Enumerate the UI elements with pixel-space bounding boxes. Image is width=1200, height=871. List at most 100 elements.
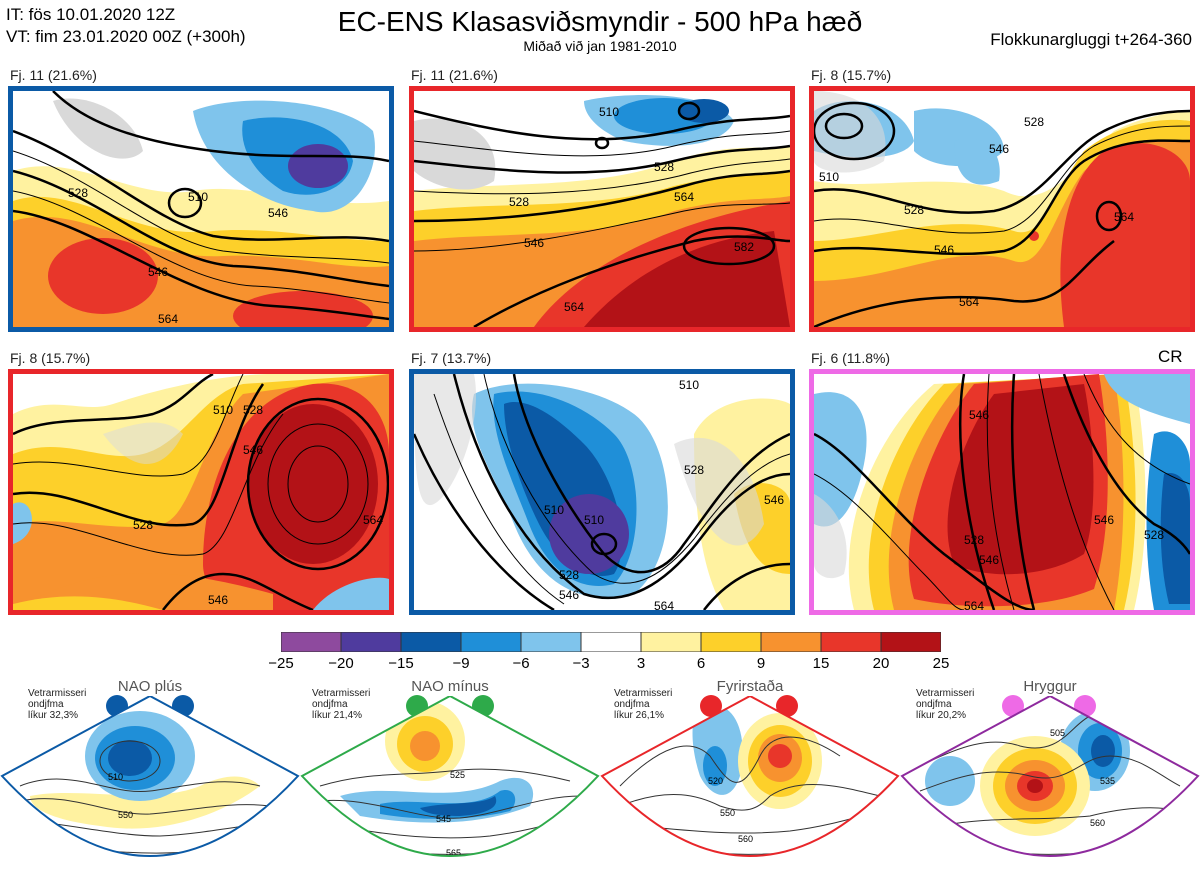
colorbar-tick-label: −20 (328, 655, 354, 672)
contour-label: 546 (989, 142, 1009, 156)
init-time: IT: fös 10.01.2020 12Z (6, 5, 176, 24)
contour-label: 546 (979, 553, 999, 567)
contour-label: 564 (959, 295, 979, 309)
regime-frame (300, 696, 600, 857)
contour-label: 546 (208, 593, 228, 607)
regime-title: Fyrirstaða (716, 678, 784, 695)
contour-label: 550 (118, 810, 133, 820)
regime-note: Vetrarmisseri ondjfma líkur 21,4% (312, 688, 371, 721)
colorbar-tick-label: 6 (696, 655, 706, 672)
regime-note: Vetrarmisseri ondjfma líkur 26,1% (614, 688, 673, 721)
panel-6-label: Fj. 6 (11.8%) (811, 350, 891, 366)
page-title: EC-ENS Klasasviðsmyndir - 500 hPa hæð (337, 6, 863, 37)
cluster-map-5: 510 510 510 528 528 546 546 564 (409, 369, 795, 615)
contour-label: 528 (654, 160, 674, 174)
regime-dot (1002, 695, 1024, 717)
classification-window: Flokkunargluggi t+264-360 (990, 30, 1192, 49)
colorbar-swatch (400, 631, 462, 653)
colorbar-tick-label: −6 (512, 655, 530, 672)
regime-dot (776, 695, 798, 717)
contour-label: 528 (1024, 115, 1044, 129)
colorbar-ticks: −25 −20 −15 −9 −6 −3 3 6 9 15 20 25 (268, 655, 949, 675)
colorbar-swatch (580, 631, 642, 653)
colorbar-tick-label: 3 (636, 655, 646, 672)
contour-label: 505 (1050, 728, 1065, 738)
regime-title: NAO plús (117, 678, 183, 695)
colorbar-swatch (700, 631, 762, 653)
regime-map: 525 545 565 (300, 696, 600, 858)
regime-title: NAO mínus (411, 678, 489, 695)
cluster-map-2: 510 528 528 546 564 564 582 (409, 86, 795, 332)
colorbar-swatch (460, 631, 522, 653)
valid-time: VT: fim 23.01.2020 00Z (+300h) (6, 27, 246, 46)
colorbar-swatch (820, 631, 882, 653)
colorbar-swatch (520, 631, 582, 653)
contour-label: 510 (188, 190, 208, 204)
page-subtitle: Miðað við jan 1981-2010 (523, 38, 677, 54)
regime-map: 520 550 560 (600, 696, 900, 857)
colorbar-tick-label: −15 (388, 655, 414, 672)
regime-note: Vetrarmisseri ondjfma líkur 32,3% (28, 688, 87, 721)
contour-label: 510 (584, 513, 604, 527)
contour-label: 535 (1100, 776, 1115, 786)
contour-label: 525 (450, 770, 465, 780)
panel-4-label: Fj. 8 (15.7%) (10, 350, 91, 366)
contour-label: 564 (158, 312, 178, 326)
regime-frame (0, 696, 300, 857)
contour-label: 510 (213, 403, 233, 417)
regime-title: Hryggur (1023, 678, 1077, 695)
contour-label: 528 (243, 403, 263, 417)
contour-label: 546 (969, 408, 989, 422)
contour-label: 546 (559, 588, 579, 602)
contour-label: 528 (1144, 528, 1164, 542)
colorbar-tick-label: 9 (756, 655, 766, 672)
contour-label: 510 (599, 105, 619, 119)
colorbar-swatch (640, 631, 702, 653)
regime-note: Vetrarmisseri ondjfma líkur 20,2% (916, 688, 975, 721)
regime-strip: NAO plús Vetrarmisseri ondjfma líkur 32,… (0, 676, 1200, 871)
regime-blocking: Fyrirstaða Vetrarmisseri ondjfma líkur 2… (600, 676, 900, 871)
contour-label: 564 (564, 300, 584, 314)
contour-label: 565 (446, 848, 461, 858)
contour-label: 564 (964, 599, 984, 610)
panel-5-label: Fj. 7 (13.7%) (411, 350, 492, 366)
cr-label: CR (1158, 347, 1183, 366)
contour-label: 550 (720, 808, 735, 818)
contour-label: 564 (363, 513, 383, 527)
colorbar-tick-label: −25 (268, 655, 294, 672)
colorbar-tick-label: −3 (572, 655, 590, 672)
header-run-info: IT: fös 10.01.2020 12Z VT: fim 23.01.202… (6, 4, 246, 48)
colorbar (280, 631, 942, 653)
colorbar-tick-label: −9 (452, 655, 470, 672)
regime-nao-plus: NAO plús Vetrarmisseri ondjfma líkur 32,… (0, 676, 300, 871)
contour-label: 560 (738, 834, 753, 844)
contour-label: 510 (819, 170, 839, 184)
colorbar-swatch (760, 631, 822, 653)
regime-ridge: Hryggur Vetrarmisseri ondjfma líkur 20,2… (900, 676, 1200, 871)
colorbar-swatches (280, 631, 942, 653)
regime-dot (700, 695, 722, 717)
regime-frame (900, 696, 1200, 857)
contour-label: 510 (108, 772, 123, 782)
colorbar-swatch (340, 631, 402, 653)
contour-label: 545 (436, 814, 451, 824)
contour-label: 546 (524, 236, 544, 250)
contour-label: 564 (674, 190, 694, 204)
regime-map: 510 550 (0, 696, 300, 857)
contour-label: 510 (544, 503, 564, 517)
panel-3-label: Fj. 8 (15.7%) (811, 67, 892, 83)
contour-label: 528 (509, 195, 529, 209)
contour-label: 510 (679, 378, 699, 392)
panel-2-label: Fj. 11 (21.6%) (411, 67, 498, 83)
contour-label: 546 (764, 493, 784, 507)
contour-label: 528 (559, 568, 579, 582)
colorbar-tick-label: 20 (872, 655, 890, 672)
contour-label: 560 (1090, 818, 1105, 828)
contour-label: 528 (904, 203, 924, 217)
cluster-map-1: 528 546 546 564 510 (8, 86, 394, 332)
contour-label: 528 (684, 463, 704, 477)
contour-label: 528 (133, 518, 153, 532)
regime-map: 505 535 560 (900, 696, 1200, 857)
colorbar-swatch (880, 631, 942, 653)
cluster-map-3: 510 528 528 546 546 564 564 (809, 86, 1195, 332)
